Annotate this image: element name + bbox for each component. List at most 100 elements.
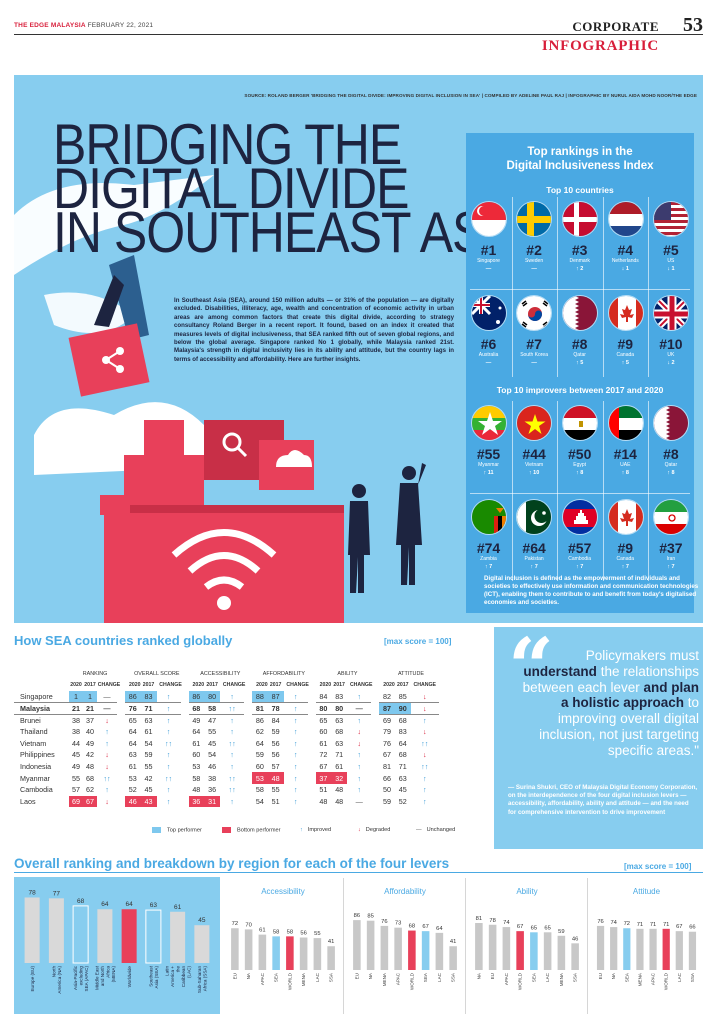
sea-table-title: How SEA countries ranked globally: [14, 633, 233, 648]
category-label: Sub-SaharanAfrica (SSA): [197, 966, 208, 994]
bar: [502, 927, 511, 970]
table-cell: 45: [72, 750, 80, 760]
legend-unchanged: — Unchanged: [416, 827, 456, 833]
rank-change: ↑ 7: [667, 564, 675, 570]
table-cell: 21: [83, 702, 97, 715]
rank-change: —: [485, 266, 492, 272]
table-row: Indonesia 49 48 ↓ 61 55 ↑ 53 46 ↑ 60 57 ↑ 67 61 ↑ 81 71 ↑↑: [14, 760, 439, 773]
category-label: APAC: [504, 972, 509, 985]
table-cell: 60: [307, 725, 332, 738]
sub-header: 2017: [142, 682, 155, 689]
table-cell: 1: [83, 691, 97, 703]
header-rule: [14, 34, 703, 35]
rank-country: Netherlands: [611, 258, 639, 264]
table-cell: 44: [72, 738, 80, 748]
category-label: SEA: [624, 972, 629, 982]
rank-country: US: [667, 258, 675, 264]
rank-country: UK: [667, 352, 675, 358]
table-cell: 86: [180, 691, 205, 703]
bar: [435, 932, 444, 970]
bar: [571, 943, 579, 970]
rank-cell: #44 Vietnam ↑ 10: [512, 447, 557, 476]
table-cell: 63: [117, 749, 141, 761]
bar: [170, 911, 186, 963]
rank-cell: #3 Denmark ↑ 2: [557, 243, 602, 272]
value-label: 56: [300, 931, 306, 937]
category-label: NA: [368, 972, 373, 979]
value-label: 71: [637, 922, 643, 928]
rank-number: #6: [480, 336, 497, 352]
rank-country: Canada: [616, 556, 635, 562]
table-cell: 21: [69, 702, 83, 715]
table-cell: 61: [117, 760, 141, 773]
category-label: NA: [476, 972, 481, 979]
definition-footnote: Digital inclusion is defined as the empo…: [484, 575, 699, 606]
table-cell: 58: [244, 783, 268, 796]
lever-title-ability: Ability: [516, 887, 538, 896]
table-cell: 59: [271, 727, 280, 737]
table-cell: ↑: [283, 702, 312, 715]
bar: [662, 928, 670, 970]
value-label: 66: [689, 925, 695, 931]
sea-table-max-label: [max score = 100]: [384, 637, 452, 646]
value-label: 76: [381, 919, 387, 925]
category-label: SSA: [451, 972, 456, 982]
value-label: 64: [126, 901, 134, 908]
bar: [244, 929, 253, 970]
table-cell: 83: [140, 691, 157, 703]
accessibility-chart: 72 EU 70 NA 61 APAC 58 SEA 58 WORLD 56 MENA 55 LAC 41 S…: [231, 921, 335, 990]
table-cell: 67: [83, 795, 97, 808]
country-name: Laos: [20, 796, 36, 806]
bar: [121, 909, 137, 963]
value-label: 78: [489, 918, 495, 924]
table-cell: —: [347, 702, 376, 715]
table-cell: 63: [144, 715, 153, 725]
rank-cell: #50 Egypt ↑ 8: [557, 447, 602, 476]
grid-divider: [557, 401, 559, 581]
flag-uk-icon: [653, 295, 690, 331]
category-label: LAC: [677, 972, 682, 982]
table-cell: 46: [117, 795, 141, 808]
table-cell: ↓: [105, 750, 109, 760]
table-cell: ↑: [230, 715, 234, 725]
table-cell: ↑: [166, 762, 171, 772]
bar: [272, 936, 280, 970]
bar: [72, 905, 89, 964]
table-cell: 84: [307, 691, 332, 703]
table-cell: —: [97, 702, 121, 715]
sub-header: 2017: [84, 682, 96, 689]
sub-header: 2020: [192, 682, 205, 689]
rank-country: Singapore: [477, 258, 500, 264]
rank-cell: #2 Sweden —: [512, 243, 557, 272]
rank-change: ↓ 2: [667, 360, 675, 366]
table-cell: 55: [208, 727, 217, 737]
rank-number: #55: [476, 446, 501, 462]
table-cell: 55: [72, 773, 80, 783]
table-cell: ↑↑: [228, 773, 236, 783]
table-cell: 67: [371, 749, 395, 761]
rank-change: ↑ 7: [576, 564, 584, 570]
grid-divider: [648, 197, 650, 377]
table-cell: 57: [72, 785, 80, 795]
intro-paragraph: In Southeast Asia (SEA), around 150 mill…: [174, 297, 454, 363]
value-label: 67: [517, 924, 523, 930]
value-label: 64: [101, 901, 109, 908]
table-cell: 90: [394, 702, 411, 715]
value-label: 63: [150, 902, 158, 909]
value-label: 64: [436, 926, 443, 932]
bar: [543, 932, 552, 970]
table-cell: ↑: [166, 750, 171, 760]
table-cell: 55: [144, 762, 153, 772]
table-cell: ↑: [230, 692, 234, 702]
table-cell: 40: [86, 727, 94, 737]
bar: [516, 931, 524, 970]
rank-change: ↑ 7: [530, 564, 538, 570]
rank-country: Iran: [666, 556, 676, 562]
rank-cell: #10 UK ↓ 2: [648, 337, 693, 366]
bar: [408, 930, 416, 970]
table-cell: 63: [335, 715, 344, 725]
category-label: LAC: [315, 972, 320, 982]
table-cell: ↑↑: [228, 785, 236, 795]
rank-change: ↑ 8: [667, 470, 675, 476]
value-label: 41: [328, 939, 334, 945]
